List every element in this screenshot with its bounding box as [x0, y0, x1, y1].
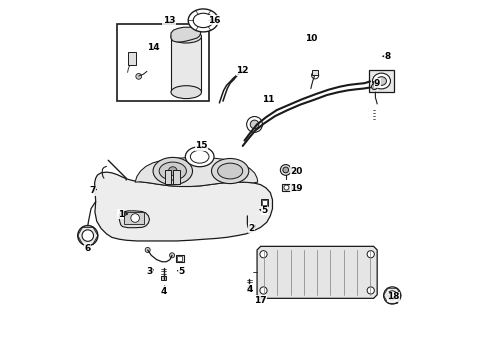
Text: 16: 16 — [207, 16, 220, 25]
Bar — [262, 201, 266, 205]
Bar — [164, 170, 171, 184]
Bar — [177, 256, 182, 261]
Circle shape — [136, 73, 142, 79]
Text: 11: 11 — [261, 95, 273, 104]
Text: 4: 4 — [246, 285, 253, 294]
Polygon shape — [94, 172, 272, 241]
Circle shape — [371, 84, 376, 90]
Circle shape — [387, 291, 396, 300]
Bar — [246, 287, 251, 291]
Bar — [173, 170, 180, 184]
Circle shape — [311, 72, 318, 79]
Text: 20: 20 — [290, 167, 302, 176]
Polygon shape — [257, 246, 376, 298]
Ellipse shape — [193, 13, 213, 28]
Ellipse shape — [376, 77, 386, 85]
Bar — [161, 276, 166, 280]
Polygon shape — [171, 27, 201, 42]
Text: 6: 6 — [84, 244, 90, 253]
Text: 12: 12 — [236, 66, 248, 75]
Ellipse shape — [188, 9, 218, 32]
Circle shape — [131, 214, 139, 222]
Ellipse shape — [372, 73, 389, 89]
Text: 7: 7 — [89, 186, 95, 195]
Text: 5: 5 — [178, 267, 184, 276]
Text: 17: 17 — [254, 296, 266, 305]
Text: 13: 13 — [163, 16, 175, 25]
Text: 19: 19 — [289, 184, 302, 193]
Ellipse shape — [185, 147, 214, 167]
Circle shape — [260, 251, 266, 258]
Bar — [311, 69, 318, 75]
Text: 2: 2 — [248, 224, 254, 233]
Circle shape — [169, 253, 174, 258]
Text: 5: 5 — [261, 206, 267, 215]
Circle shape — [383, 287, 400, 304]
Bar — [128, 51, 136, 65]
Bar — [124, 212, 144, 224]
Ellipse shape — [217, 163, 242, 179]
Ellipse shape — [171, 86, 201, 99]
Polygon shape — [119, 211, 149, 228]
Circle shape — [366, 287, 373, 294]
Text: 18: 18 — [386, 292, 399, 301]
Circle shape — [82, 230, 93, 241]
Text: 9: 9 — [373, 79, 380, 88]
Text: 14: 14 — [146, 43, 159, 52]
Text: 8: 8 — [384, 52, 390, 61]
Circle shape — [145, 247, 150, 252]
Ellipse shape — [190, 150, 208, 163]
Bar — [175, 255, 183, 262]
Ellipse shape — [153, 157, 192, 185]
Text: 1: 1 — [118, 210, 123, 219]
Circle shape — [250, 120, 258, 129]
Circle shape — [168, 167, 177, 175]
Bar — [368, 70, 393, 92]
Polygon shape — [135, 157, 257, 186]
Bar — [261, 199, 267, 206]
Text: 10: 10 — [304, 34, 316, 43]
Circle shape — [260, 287, 266, 294]
Text: 15: 15 — [195, 141, 207, 150]
Circle shape — [284, 185, 288, 190]
Circle shape — [246, 117, 262, 132]
Text: 4: 4 — [160, 287, 167, 296]
Bar — [171, 37, 201, 92]
Circle shape — [366, 251, 373, 258]
Ellipse shape — [159, 162, 186, 180]
Ellipse shape — [171, 30, 201, 43]
Circle shape — [78, 226, 98, 246]
Bar — [282, 184, 290, 192]
Bar — [117, 24, 208, 101]
Circle shape — [282, 167, 288, 173]
Circle shape — [280, 165, 290, 175]
Text: 3: 3 — [146, 267, 152, 276]
Ellipse shape — [211, 158, 248, 184]
